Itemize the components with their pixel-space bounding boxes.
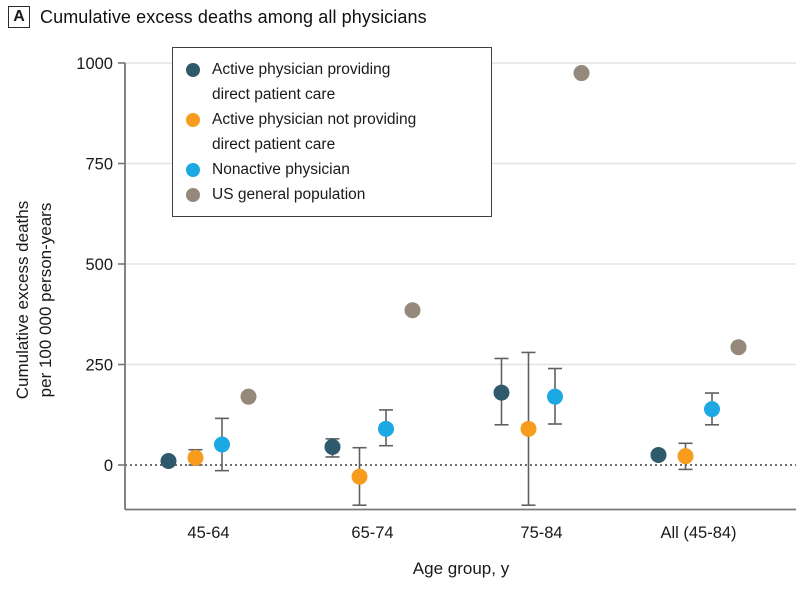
y-tick-label: 750 xyxy=(85,156,113,174)
data-point xyxy=(160,452,177,469)
y-axis-label-line1: Cumulative excess deaths xyxy=(13,200,32,400)
data-point xyxy=(214,436,230,453)
data-point xyxy=(704,401,720,418)
data-point xyxy=(404,302,421,319)
y-tick-label: 0 xyxy=(104,457,113,475)
legend-item: Active physician not providing direct pa… xyxy=(185,107,479,157)
data-point xyxy=(650,446,667,463)
data-point xyxy=(240,388,257,405)
data-point xyxy=(187,449,204,466)
legend-item: US general population xyxy=(185,182,479,207)
x-category-label: All (45-84) xyxy=(660,524,736,542)
legend-dot-icon xyxy=(186,63,200,77)
x-category-label: 65-74 xyxy=(351,524,393,542)
legend-dot-icon xyxy=(186,188,200,202)
data-point xyxy=(378,420,394,437)
x-category-label: 75-84 xyxy=(520,524,562,542)
y-tick-label: 250 xyxy=(85,357,113,375)
x-axis-label: Age group, y xyxy=(412,559,510,578)
legend-item-label: Active physician not providing direct pa… xyxy=(212,111,417,153)
y-tick-label: 1000 xyxy=(76,55,113,73)
data-point xyxy=(730,339,747,356)
panel-label-box: A xyxy=(8,6,30,28)
legend-item: Active physician providing direct patien… xyxy=(185,57,479,107)
data-point xyxy=(547,388,563,405)
legend-item: Nonactive physician xyxy=(185,157,479,182)
data-point xyxy=(324,438,341,455)
y-tick-label: 500 xyxy=(85,256,113,274)
x-category-label: 45-64 xyxy=(187,524,229,542)
y-axis-label: Cumulative excess deaths per 100 000 per… xyxy=(11,120,57,480)
legend-item-label: Nonactive physician xyxy=(212,161,350,178)
figure-title: Cumulative excess deaths among all physi… xyxy=(40,7,427,27)
legend-item-label: Active physician providing direct patien… xyxy=(212,61,391,103)
legend: Active physician providing direct patien… xyxy=(172,47,492,217)
y-axis-label-line2: per 100 000 person-years xyxy=(36,202,55,398)
data-point xyxy=(351,468,368,485)
panel-label: A xyxy=(13,8,25,25)
data-point xyxy=(520,420,537,437)
data-point xyxy=(493,384,510,401)
legend-dot-icon xyxy=(186,163,200,177)
legend-item-label: US general population xyxy=(212,186,366,203)
data-point xyxy=(677,448,694,465)
legend-dot-icon xyxy=(186,113,200,127)
data-point xyxy=(573,65,590,82)
